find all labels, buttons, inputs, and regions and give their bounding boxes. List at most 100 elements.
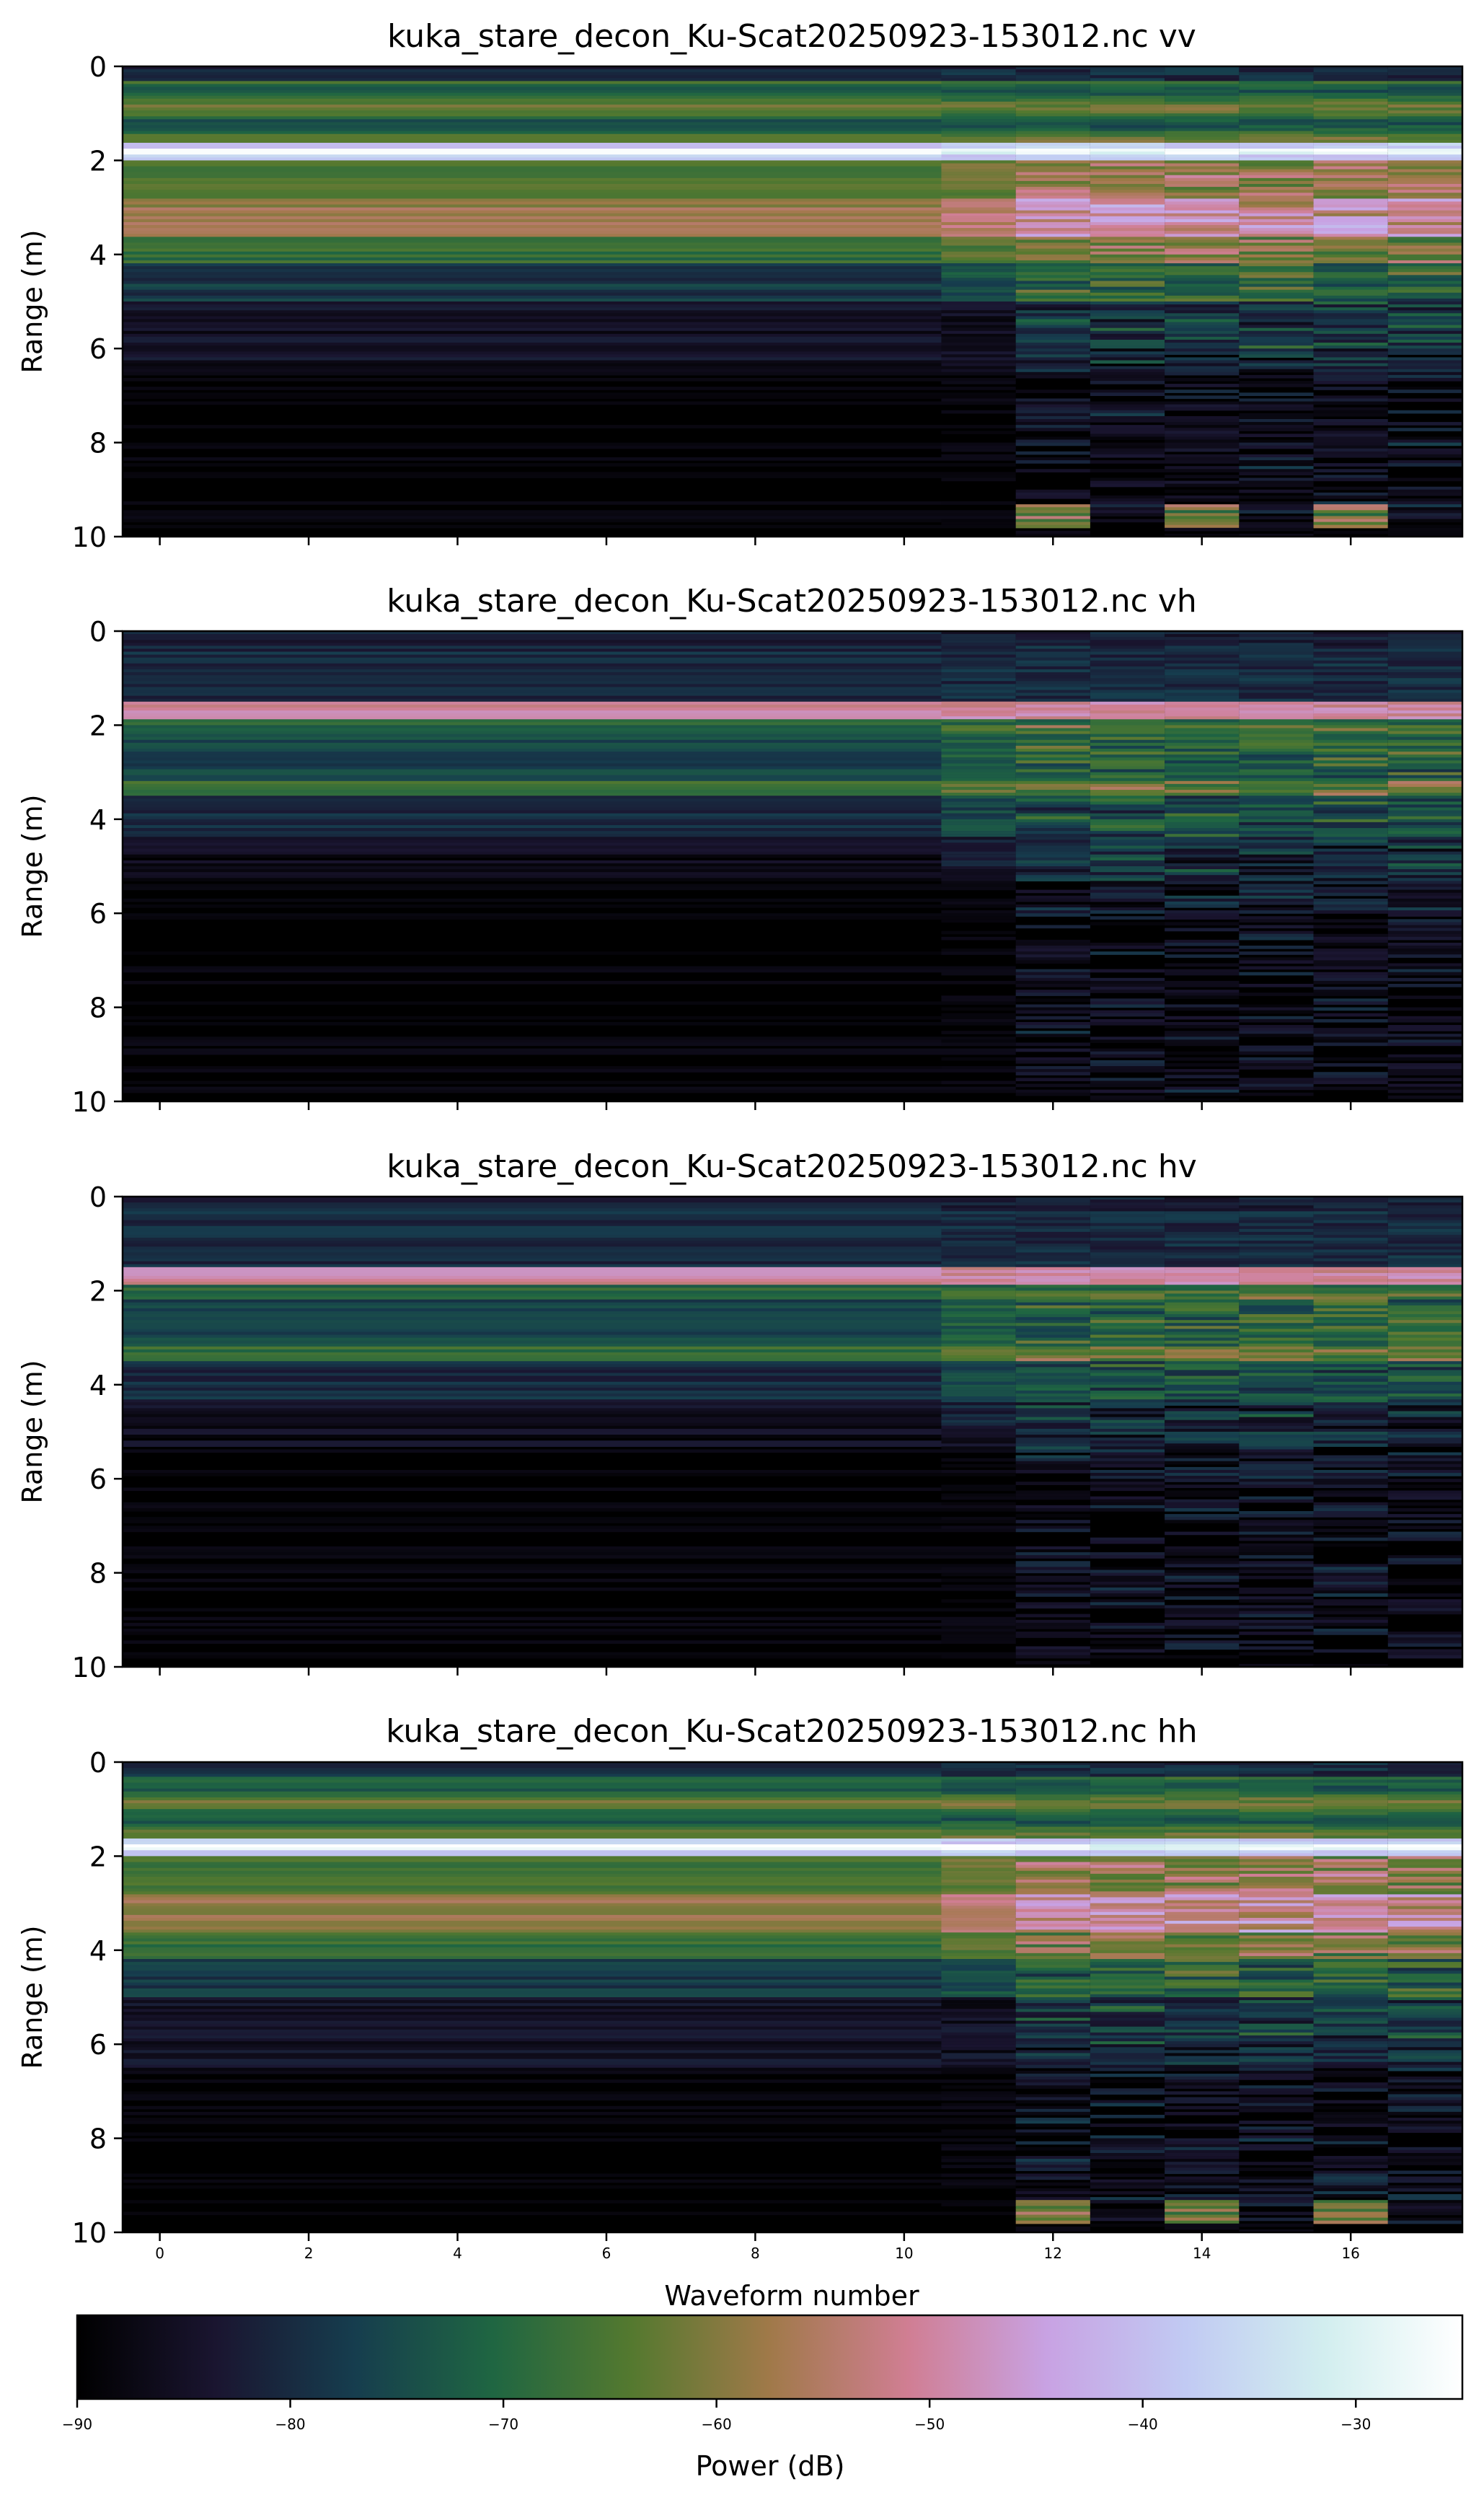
heatmap-cell [1015,1514,1090,1518]
heatmap-cell [1015,1402,1090,1406]
heatmap-cell [123,648,1016,653]
heatmap-cell [1239,1935,1314,1940]
heatmap-cell [1090,701,1165,705]
heatmap-cell [941,881,1016,885]
heatmap-cell [1239,1375,1314,1380]
y-tick-label: 6 [89,2029,107,2061]
heatmap-cell [1239,122,1314,126]
heatmap-cell [123,195,1016,199]
heatmap-cell [1090,113,1165,117]
heatmap-cell [1387,851,1462,855]
heatmap-cell [1015,295,1090,299]
heatmap-cell [1165,210,1240,214]
heatmap-cell [1239,304,1314,308]
heatmap-cell [1239,351,1314,355]
heatmap-cell [941,1267,1016,1271]
heatmap-cell [941,313,1016,317]
heatmap-cell [1239,872,1314,876]
heatmap-cell [1313,1988,1388,1992]
heatmap-cell [1165,1314,1240,1318]
heatmap-cell [1239,1331,1314,1336]
heatmap-cell [1239,1859,1314,1863]
heatmap-cell [1015,1927,1090,1930]
heatmap-cell [1090,1405,1165,1409]
heatmap-cell [1090,1243,1165,1247]
heatmap-cell [1090,1835,1165,1839]
heatmap-cell [123,745,1016,749]
heatmap-cell [1313,1320,1388,1324]
heatmap-cell [1239,672,1314,676]
heatmap-cell [1090,1924,1165,1927]
y-axis-label: Range (m) [17,1360,48,1503]
heatmap-cell [941,1458,1016,1462]
heatmap-cell [1387,2118,1462,2121]
heatmap-cell [1239,454,1314,458]
heatmap-cell [1165,2159,1240,2162]
heatmap-cell [123,1367,1016,1371]
heatmap-cell [1387,2156,1462,2160]
heatmap-image [123,1762,1462,2232]
heatmap-cell [941,198,1016,203]
heatmap-cell [1090,157,1165,161]
heatmap-cell [1387,919,1462,923]
heatmap-cell [1387,745,1462,749]
heatmap-cell [1090,651,1165,656]
heatmap-cell [941,231,1016,234]
heatmap-cell [1387,1917,1462,1921]
heatmap-cell [1015,2203,1090,2206]
heatmap-cell [1165,2091,1240,2095]
heatmap-cell [1165,1959,1240,1963]
heatmap-cell [1165,1287,1240,1291]
heatmap-cell [1090,1435,1165,1438]
heatmap-cell [1313,637,1388,640]
heatmap-cell [1239,266,1314,270]
heatmap-cell [1313,966,1388,970]
heatmap-cell [123,1856,1016,1860]
heatmap-cell [123,101,1016,105]
heatmap-cell [1387,895,1462,899]
heatmap-cell [1387,913,1462,917]
heatmap-cell [1313,151,1388,155]
heatmap-cell [123,184,1016,188]
heatmap-cell [941,692,1016,697]
heatmap-cell [941,854,1016,858]
heatmap-cell [1313,801,1388,806]
heatmap-cell [941,1873,1016,1877]
heatmap-cell [1015,631,1090,635]
heatmap-cell [123,2185,1016,2189]
heatmap-cell [1090,2165,1165,2168]
heatmap-cell [1387,154,1462,158]
heatmap-cell [1090,166,1165,170]
heatmap-cell [1387,954,1462,958]
y-tick-label: 4 [89,239,107,271]
heatmap-cell [1165,533,1240,537]
heatmap-cell [1239,1455,1314,1459]
heatmap-cell [941,325,1016,329]
heatmap-cell [1015,1387,1090,1391]
heatmap-cell [1239,160,1314,164]
heatmap-cell [1313,889,1388,894]
heatmap-cell [123,371,1016,376]
heatmap-cell [123,863,1016,867]
heatmap-cell [1090,1891,1165,1895]
heatmap-cell [1015,1955,1090,1960]
colorbar-tick-label: −90 [62,2416,92,2433]
heatmap-cell [1165,1358,1240,1362]
heatmap-cell [1015,1214,1090,1218]
heatmap-cell [1015,1458,1090,1462]
heatmap-cell [1090,1821,1165,1825]
heatmap-cell [1239,374,1314,379]
heatmap-cell [1165,1932,1240,1937]
heatmap-cell [941,687,1016,691]
heatmap-cell [1387,2012,1462,2016]
heatmap-cell [1239,1473,1314,1476]
heatmap-cell [123,166,1016,170]
heatmap-cell [1387,1911,1462,1916]
heatmap-cell [1090,75,1165,79]
heatmap-cell [1090,1367,1165,1371]
heatmap-cell [1313,257,1388,261]
heatmap-cell [1313,1031,1388,1034]
heatmap-cell [1239,842,1314,847]
heatmap-cell [1090,1060,1165,1064]
heatmap-cell [1165,407,1240,411]
